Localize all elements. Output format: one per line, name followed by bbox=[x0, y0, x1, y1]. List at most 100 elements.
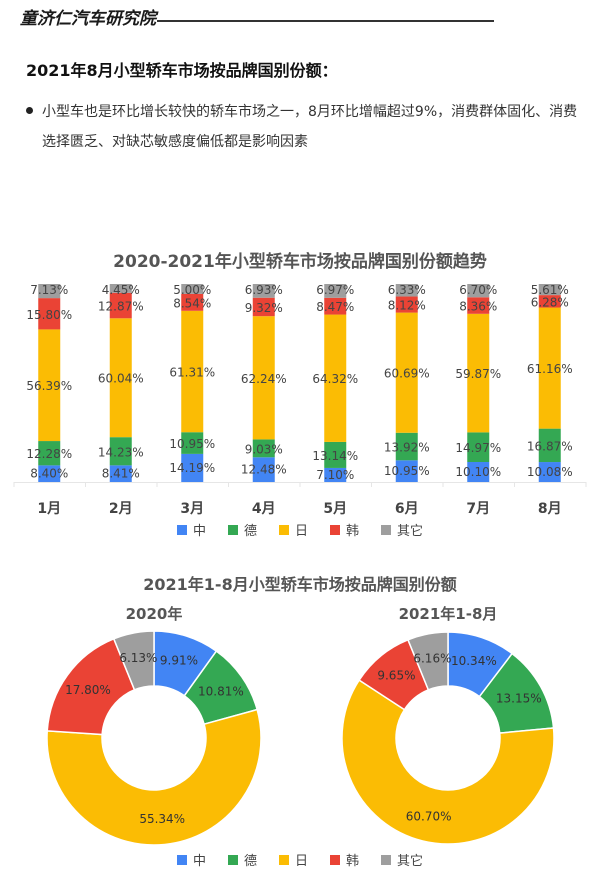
bar-segment bbox=[324, 441, 347, 468]
bar-segment bbox=[395, 312, 418, 433]
bar-segment bbox=[538, 307, 561, 429]
bar-segment bbox=[538, 295, 561, 308]
bar-group: 8.40% 12.28% 56.39% 15.80% 7.13% bbox=[26, 283, 72, 482]
donut-value-label: 9.65% bbox=[377, 669, 415, 683]
bar-value-label: 10.95% bbox=[384, 464, 430, 478]
bar-value-label: 60.04% bbox=[98, 372, 144, 386]
bar-group: 14.19% 10.95% 61.31% 8.54%5.00% bbox=[169, 283, 215, 482]
legend-swatch-icon bbox=[278, 854, 289, 865]
x-axis-label: 6月 bbox=[395, 501, 419, 517]
bar-value-label: 9.32% bbox=[245, 301, 283, 315]
legend-swatch-icon bbox=[381, 524, 392, 535]
bar-value-label: 6.70% bbox=[459, 283, 497, 297]
bar-value-label: 8.47% bbox=[316, 300, 354, 314]
donut-value-label: 13.15% bbox=[496, 692, 542, 706]
donut-2020-subtitle: 2020年 bbox=[125, 605, 183, 623]
bar-value-label: 10.08% bbox=[527, 465, 573, 479]
bar-value-label: 6.33% bbox=[388, 283, 426, 297]
donut-chart-title: 2021年1-8月小型轿车市场按品牌国别份额 bbox=[143, 575, 457, 594]
legend-item: 日 bbox=[278, 520, 308, 539]
x-axis-label: 5月 bbox=[323, 501, 347, 517]
legend-item: 日 bbox=[278, 850, 308, 869]
bar-segment bbox=[38, 329, 61, 442]
bar-value-label: 8.12% bbox=[388, 299, 426, 313]
legend-label: 其它 bbox=[397, 524, 424, 539]
bar-value-label: 7.10% bbox=[316, 468, 354, 482]
donut-value-label: 6.13% bbox=[119, 651, 157, 665]
bar-group: 8.41% 14.23% 60.04% 12.87% 4.45% bbox=[98, 283, 144, 482]
legend-item: 其它 bbox=[381, 520, 423, 539]
legend-label: 其它 bbox=[397, 854, 424, 869]
bar-value-label: 64.32% bbox=[312, 372, 358, 386]
donut-value-label: 10.34% bbox=[451, 654, 497, 668]
bar-segment bbox=[109, 465, 132, 482]
bar-segment bbox=[181, 432, 204, 454]
bar-segment bbox=[181, 284, 204, 294]
bar-segment bbox=[467, 313, 490, 433]
legend-item: 中 bbox=[176, 520, 206, 539]
legend-swatch-icon bbox=[176, 854, 187, 865]
bar-segment bbox=[252, 284, 275, 298]
legend-label: 中 bbox=[192, 854, 206, 869]
bar-segment bbox=[38, 441, 61, 466]
legend-item: 德 bbox=[227, 850, 257, 869]
donut-value-label: 6.16% bbox=[413, 652, 451, 666]
bar-value-label: 8.36% bbox=[459, 300, 497, 314]
legend-swatch-icon bbox=[330, 524, 340, 535]
header-divider bbox=[157, 20, 494, 22]
bar-value-label: 6.28% bbox=[531, 295, 569, 309]
bar-value-label: 14.19% bbox=[169, 461, 215, 475]
bar-value-label: 10.95% bbox=[169, 437, 215, 451]
bar-segment bbox=[181, 453, 204, 482]
bar-value-label: 7.13% bbox=[30, 283, 68, 297]
x-axis-label: 4月 bbox=[252, 501, 276, 517]
legend-swatch-icon bbox=[278, 524, 289, 535]
bar-group: 12.48% 9.03% 62.24% 9.32% 6.93% bbox=[241, 283, 287, 482]
bar-value-label: 10.10% bbox=[455, 465, 501, 479]
bar-segment bbox=[467, 297, 490, 314]
bar-segment bbox=[395, 284, 418, 297]
donut-value-label: 10.81% bbox=[198, 684, 244, 698]
bar-segment bbox=[38, 284, 61, 299]
donut-slice bbox=[46, 708, 262, 846]
section-heading: 2021年8月小型轿车市场按品牌国别份额： bbox=[26, 61, 338, 80]
legend-label: 中 bbox=[192, 524, 206, 539]
legend-swatch-icon bbox=[227, 524, 238, 535]
bar-segment bbox=[538, 428, 561, 463]
bullet-text: 小型车也是环比增长较快的轿车市场之一，8月环比增幅超过9%，消费群体固化、消费选… bbox=[42, 104, 578, 150]
bullet-icon bbox=[26, 107, 33, 114]
bar-segment bbox=[252, 316, 275, 440]
bar-segment bbox=[395, 460, 418, 482]
bar-segment bbox=[38, 465, 61, 482]
bar-segment bbox=[467, 284, 490, 298]
donut-chart-legend: 中 德 日 韩 其它 bbox=[0, 850, 600, 869]
bar-segment bbox=[38, 298, 61, 330]
donut-2021-subtitle: 2021年1-8月 bbox=[398, 605, 498, 623]
legend-label: 德 bbox=[243, 524, 257, 539]
bar-group: 10.95% 13.92% 60.69% 8.12% 6.33% bbox=[384, 283, 430, 482]
bar-value-label: 56.39% bbox=[26, 379, 72, 393]
bar-segment bbox=[538, 462, 561, 482]
bar-segment bbox=[109, 318, 132, 438]
bar-value-label: 14.97% bbox=[455, 441, 501, 455]
bar-value-label: 6.97% bbox=[316, 283, 354, 297]
bar-segment bbox=[324, 314, 347, 442]
bar-segment bbox=[324, 297, 347, 315]
bar-segment bbox=[324, 284, 347, 298]
bar-value-label: 61.31% bbox=[169, 366, 215, 380]
bar-segment bbox=[467, 432, 490, 463]
bar-segment bbox=[252, 439, 275, 458]
bar-value-label: 5.00% bbox=[173, 283, 211, 297]
bar-segment bbox=[109, 284, 132, 293]
bar-chart-legend: 中 德 日 韩 其它 bbox=[0, 520, 600, 539]
bar-value-label: 12.48% bbox=[241, 463, 287, 477]
bar-value-label: 4.45% bbox=[102, 283, 140, 297]
legend-swatch-icon bbox=[176, 524, 187, 535]
legend-label: 日 bbox=[294, 524, 308, 539]
legend-swatch-icon bbox=[330, 854, 340, 865]
bar-value-label: 16.87% bbox=[527, 439, 573, 453]
bar-value-label: 14.23% bbox=[98, 445, 144, 459]
bar-group: 10.10% 14.97% 59.87% 8.36% 6.70% bbox=[455, 283, 501, 482]
bar-segment bbox=[181, 310, 204, 433]
bar-segment bbox=[252, 297, 275, 317]
